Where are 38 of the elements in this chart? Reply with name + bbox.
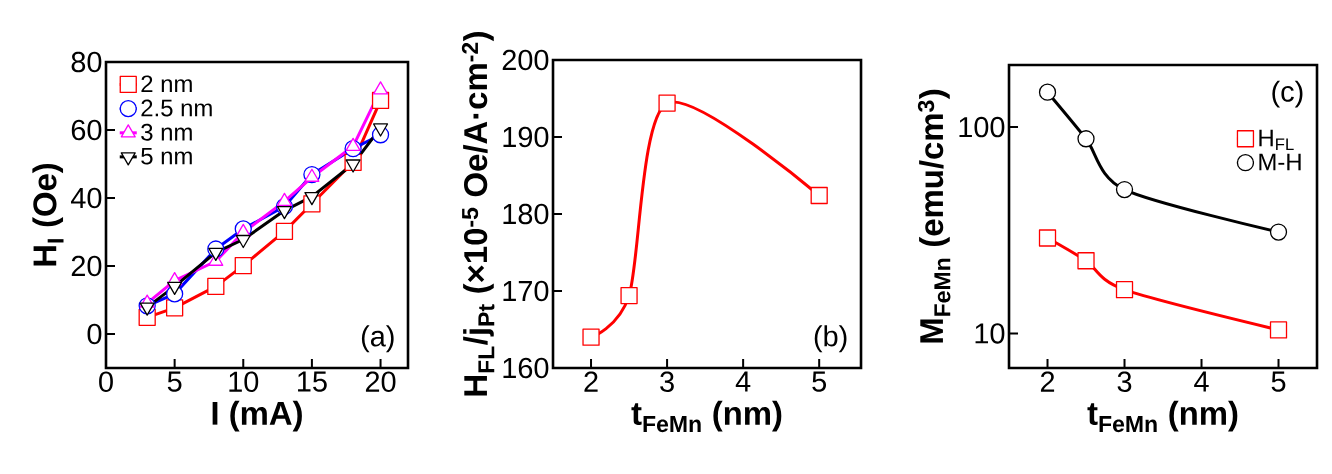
x-tick-label: 5	[167, 371, 182, 392]
y-tick-label: 60	[71, 119, 102, 141]
y-tick-label: 200	[502, 49, 549, 71]
x-tick-label: 4	[1194, 371, 1209, 392]
annotation: (b)	[814, 325, 847, 353]
y-tick-label: 160	[503, 357, 549, 379]
x-tick-label: 20	[365, 371, 396, 392]
x-tick-label: 15	[298, 371, 327, 392]
legend-label: 2 nm	[141, 75, 192, 93]
x-axis-title: t$_{FeMn}$ (nm)	[631, 400, 782, 433]
legend-label: 5 nm	[141, 147, 192, 165]
y-axis-title: M$_{FeMn}$ (emu/cm$^{3}$)	[917, 89, 951, 343]
y-tick-label: 40	[71, 187, 102, 209]
legend-label: H$_{FL}$	[1259, 129, 1294, 150]
legend-label: 3 nm	[141, 123, 192, 141]
annotation: (a)	[361, 325, 394, 353]
text: H$_{FL}$/j$_{Pt}$ (×10$^{-5}$ Oe/A·cm$^{-2}$)	[461, 32, 495, 396]
y-tick-label: 190	[503, 126, 549, 148]
x-tick-label: 3	[1117, 371, 1132, 392]
y-tick-label: 0	[87, 323, 102, 345]
x-tick-label: 5	[812, 371, 827, 392]
y-tick-label: 80	[71, 51, 102, 73]
y-tick-label: 20	[71, 255, 102, 277]
x-axis-title: t$_{FeMn}$ (nm)	[1087, 400, 1238, 433]
x-tick-label: 10	[229, 371, 259, 392]
x-tick-label: 4	[735, 371, 751, 392]
annotation: (c)	[1272, 80, 1303, 108]
x-tick-label: 2	[584, 371, 598, 392]
y-tick-label: 180	[503, 203, 549, 225]
legend-label: 2.5 nm	[141, 99, 212, 117]
x-axis-title: I (mA)	[212, 400, 302, 432]
y-tick-label: 170	[503, 280, 549, 302]
y-tick-label: 100	[959, 116, 1005, 138]
x-tick-label: 3	[660, 371, 674, 392]
y-axis-title: H$_{I}$ (Oe)	[32, 163, 64, 266]
x-tick-label: 5	[1271, 371, 1286, 392]
x-tick-label: 2	[1040, 371, 1055, 392]
legend-label: M-H	[1259, 153, 1301, 171]
